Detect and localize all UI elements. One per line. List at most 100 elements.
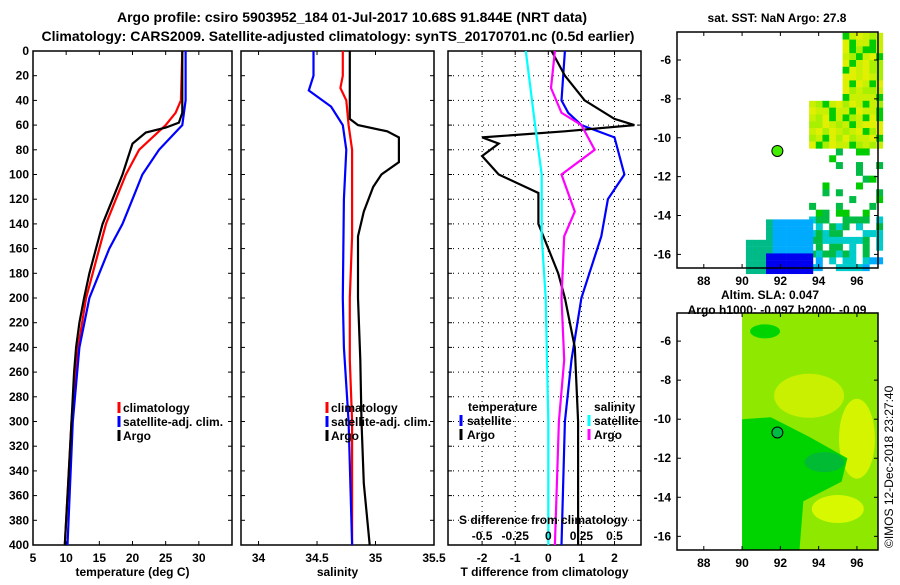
sst-cell	[876, 243, 884, 251]
legend-label: satellite-adj. clim.	[123, 415, 223, 429]
sst-cell	[862, 32, 870, 40]
sst-cell	[772, 233, 780, 241]
sst-cell	[869, 230, 877, 238]
x-tick-label: 0	[545, 551, 552, 565]
sst-cell	[792, 253, 800, 261]
series-line-argo	[348, 51, 400, 546]
title-line-1: Argo profile: csiro 5903952_184 01-Jul-2…	[117, 9, 587, 25]
map-panel-1: sat. SST: NaN Argo: 27.8 88 90 92 94 96 -6 -8 -1…	[654, 11, 884, 288]
sst-cell	[835, 230, 843, 238]
sst-cell	[869, 73, 877, 81]
sst-cell	[849, 250, 857, 258]
sst-cell	[876, 107, 884, 115]
sst-cell	[876, 189, 884, 197]
x2-tick-label: -0.25	[502, 529, 530, 543]
y-tick-label: 120	[9, 192, 29, 206]
lon-tick-label: 90	[735, 274, 749, 288]
sst-cell	[842, 73, 850, 81]
plot-frame	[240, 50, 435, 546]
series-line-t-satellite	[560, 50, 626, 546]
y-tick-label: 200	[9, 291, 29, 305]
sst-cell	[822, 230, 830, 238]
sst-cell	[876, 223, 884, 231]
sst-cell	[876, 162, 884, 170]
x-tick-label: 20	[126, 551, 140, 565]
sst-cell	[862, 100, 870, 108]
x-tick-label: 1	[578, 551, 585, 565]
sst-cell	[849, 66, 857, 74]
sst-cell	[849, 128, 857, 136]
sst-cell	[849, 121, 857, 129]
y-tick-label: 180	[9, 266, 29, 280]
sst-cell	[835, 128, 843, 136]
lat-tick-label: -14	[654, 490, 672, 504]
sst-cell	[849, 114, 857, 122]
sst-cell	[862, 216, 870, 224]
sst-cell	[869, 87, 877, 95]
sst-cell	[806, 239, 814, 247]
lat-tick-label: -12	[654, 451, 672, 465]
sst-cell	[862, 94, 870, 102]
sst-cell	[829, 257, 837, 265]
sst-cell	[876, 73, 884, 81]
sst-cell	[766, 219, 774, 227]
sst-cell	[806, 233, 814, 241]
sst-cell	[809, 134, 817, 142]
sst-cell	[815, 107, 823, 115]
sst-cell	[822, 134, 830, 142]
series-line-s-satellite	[524, 50, 550, 545]
x-tick-label: 5	[30, 551, 37, 565]
legend-label: Argo	[331, 429, 359, 443]
legend-label: Argo	[594, 428, 622, 442]
lon-tick-label: 92	[774, 274, 788, 288]
sst-cell	[862, 73, 870, 81]
legend-label: climatology	[123, 401, 190, 415]
sst-cell	[855, 216, 863, 224]
sst-cell	[799, 260, 807, 268]
sst-cell	[855, 100, 863, 108]
lat-tick-label: -8	[660, 373, 671, 387]
sst-cell	[855, 94, 863, 102]
sst-cell	[822, 128, 830, 136]
sst-cell	[876, 216, 884, 224]
sst-cell	[752, 239, 760, 247]
sst-cell	[822, 189, 830, 197]
sst-cell	[835, 209, 843, 217]
sst-cell	[842, 121, 850, 129]
x-tick-label: 10	[59, 551, 73, 565]
sla-low	[750, 324, 781, 339]
x2-axis-label: S difference from climatology	[459, 513, 628, 527]
sst-cell	[862, 87, 870, 95]
sst-cell	[862, 114, 870, 122]
legend-title-salinity: salinity	[594, 400, 636, 414]
lat-tick-label: -6	[660, 53, 671, 67]
plot-frame	[447, 50, 642, 546]
sst-cell	[809, 121, 817, 129]
sst-cell	[849, 32, 857, 40]
sst-cell	[835, 134, 843, 142]
sst-cell	[855, 236, 863, 244]
sst-cell	[862, 230, 870, 238]
sst-cell	[849, 80, 857, 88]
sst-cell	[869, 107, 877, 115]
sst-cell	[862, 141, 870, 149]
sst-cell	[869, 39, 877, 47]
map-frame	[676, 31, 879, 269]
sst-cell	[799, 233, 807, 241]
sst-cell	[792, 246, 800, 254]
lon-tick-label: 96	[850, 274, 864, 288]
sst-cell	[792, 260, 800, 268]
sst-cell	[799, 246, 807, 254]
sst-cell	[792, 239, 800, 247]
copyright-text: ©IMOS 12-Dec-2018 23:27:40	[882, 385, 896, 548]
sst-cell	[842, 39, 850, 47]
sst-cell	[772, 246, 780, 254]
lon-tick-label: 94	[812, 274, 826, 288]
sst-cell	[806, 253, 814, 261]
sst-cell	[822, 141, 830, 149]
sst-cell	[779, 233, 787, 241]
sst-cell	[842, 216, 850, 224]
sst-cell	[786, 260, 794, 268]
sst-cell	[855, 128, 863, 136]
